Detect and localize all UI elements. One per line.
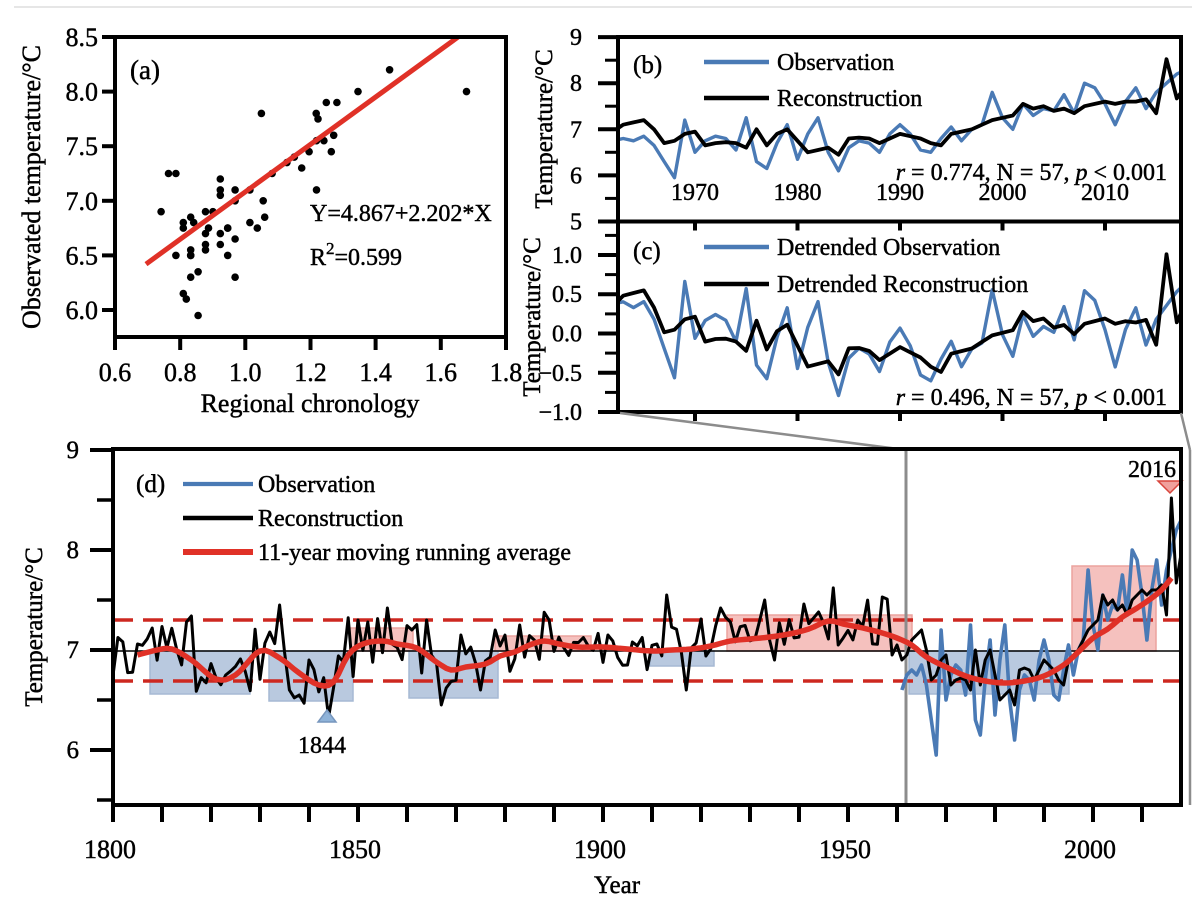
svg-text:1950: 1950 — [819, 835, 871, 864]
svg-text:1990: 1990 — [876, 180, 924, 206]
svg-text:6.0: 6.0 — [66, 296, 99, 325]
svg-text:Temperature/°C: Temperature/°C — [519, 237, 546, 397]
svg-text:9: 9 — [67, 437, 80, 464]
svg-text:−0.5: −0.5 — [538, 361, 582, 387]
svg-text:R2=0.599: R2=0.599 — [310, 239, 402, 271]
svg-text:2000: 2000 — [1064, 835, 1116, 864]
svg-text:Temperature/°C: Temperature/°C — [531, 49, 558, 209]
svg-text:Temperature/°C: Temperature/°C — [21, 547, 48, 707]
svg-text:8.0: 8.0 — [66, 78, 99, 107]
svg-text:1800: 1800 — [84, 835, 136, 864]
svg-text:1980: 1980 — [774, 180, 822, 206]
svg-text:Regional chronology: Regional chronology — [201, 389, 420, 418]
svg-text:2000: 2000 — [979, 180, 1027, 206]
svg-text:6: 6 — [67, 737, 80, 764]
svg-text:Reconstruction: Reconstruction — [777, 86, 922, 112]
svg-text:11-year moving running average: 11-year moving running average — [258, 540, 571, 566]
svg-text:8: 8 — [570, 71, 582, 97]
svg-text:Observation: Observation — [258, 472, 375, 498]
svg-text:7: 7 — [570, 117, 582, 143]
svg-text:Detrended Observation: Detrended Observation — [777, 235, 1000, 261]
svg-text:Observated temperature/°C: Observated temperature/°C — [17, 45, 46, 329]
svg-text:8: 8 — [67, 537, 80, 564]
svg-text:0.5: 0.5 — [552, 282, 582, 308]
svg-text:9: 9 — [570, 25, 582, 51]
svg-text:Year: Year — [594, 872, 641, 899]
svg-text:(a): (a) — [130, 55, 160, 85]
svg-text:1.4: 1.4 — [359, 358, 392, 387]
svg-text:(b): (b) — [633, 52, 662, 79]
svg-text:0.0: 0.0 — [552, 322, 582, 348]
svg-text:−1.0: −1.0 — [538, 400, 582, 426]
svg-text:(c): (c) — [633, 238, 661, 265]
svg-text:0.6: 0.6 — [99, 358, 132, 387]
svg-text:1.0: 1.0 — [552, 243, 582, 269]
svg-text:1.6: 1.6 — [425, 358, 458, 387]
svg-text:Observation: Observation — [777, 50, 894, 76]
svg-text:1850: 1850 — [329, 835, 381, 864]
svg-text:2010: 2010 — [1081, 180, 1129, 206]
svg-text:6.5: 6.5 — [66, 241, 99, 270]
svg-text:7.0: 7.0 — [66, 187, 99, 216]
svg-text:7.5: 7.5 — [66, 132, 99, 161]
svg-text:Reconstruction: Reconstruction — [258, 506, 403, 532]
svg-text:0.8: 0.8 — [164, 358, 197, 387]
svg-text:5: 5 — [570, 210, 582, 236]
svg-text:r = 0.774, N = 57, p < 0.001: r = 0.774, N = 57, p < 0.001 — [896, 160, 1167, 186]
svg-text:Y=4.867+2.202*X: Y=4.867+2.202*X — [310, 201, 492, 227]
svg-text:1970: 1970 — [671, 180, 719, 206]
svg-text:1.0: 1.0 — [229, 358, 262, 387]
svg-text:Detrended Reconstruction: Detrended Reconstruction — [777, 272, 1028, 298]
svg-text:1844: 1844 — [298, 733, 346, 759]
svg-text:6: 6 — [570, 163, 582, 189]
svg-text:2016: 2016 — [1128, 457, 1176, 483]
svg-text:r = 0.496, N = 57, p < 0.001: r = 0.496, N = 57, p < 0.001 — [896, 385, 1167, 411]
svg-text:(d): (d) — [136, 471, 165, 498]
svg-text:1.8: 1.8 — [490, 358, 523, 387]
svg-text:1900: 1900 — [574, 835, 626, 864]
svg-text:8.5: 8.5 — [66, 23, 99, 52]
svg-text:7: 7 — [67, 637, 80, 664]
svg-text:1.2: 1.2 — [294, 358, 327, 387]
